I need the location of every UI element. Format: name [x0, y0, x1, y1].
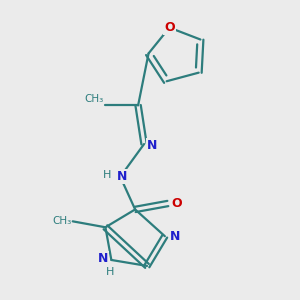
- Text: H: H: [103, 170, 111, 180]
- Text: O: O: [171, 197, 182, 210]
- Text: N: N: [98, 252, 108, 265]
- Text: H: H: [106, 267, 114, 277]
- Text: N: N: [117, 170, 127, 183]
- Text: N: N: [170, 230, 181, 243]
- Text: O: O: [164, 21, 175, 34]
- Text: CH₃: CH₃: [85, 94, 104, 104]
- Text: N: N: [147, 139, 158, 152]
- Text: CH₃: CH₃: [52, 216, 71, 226]
